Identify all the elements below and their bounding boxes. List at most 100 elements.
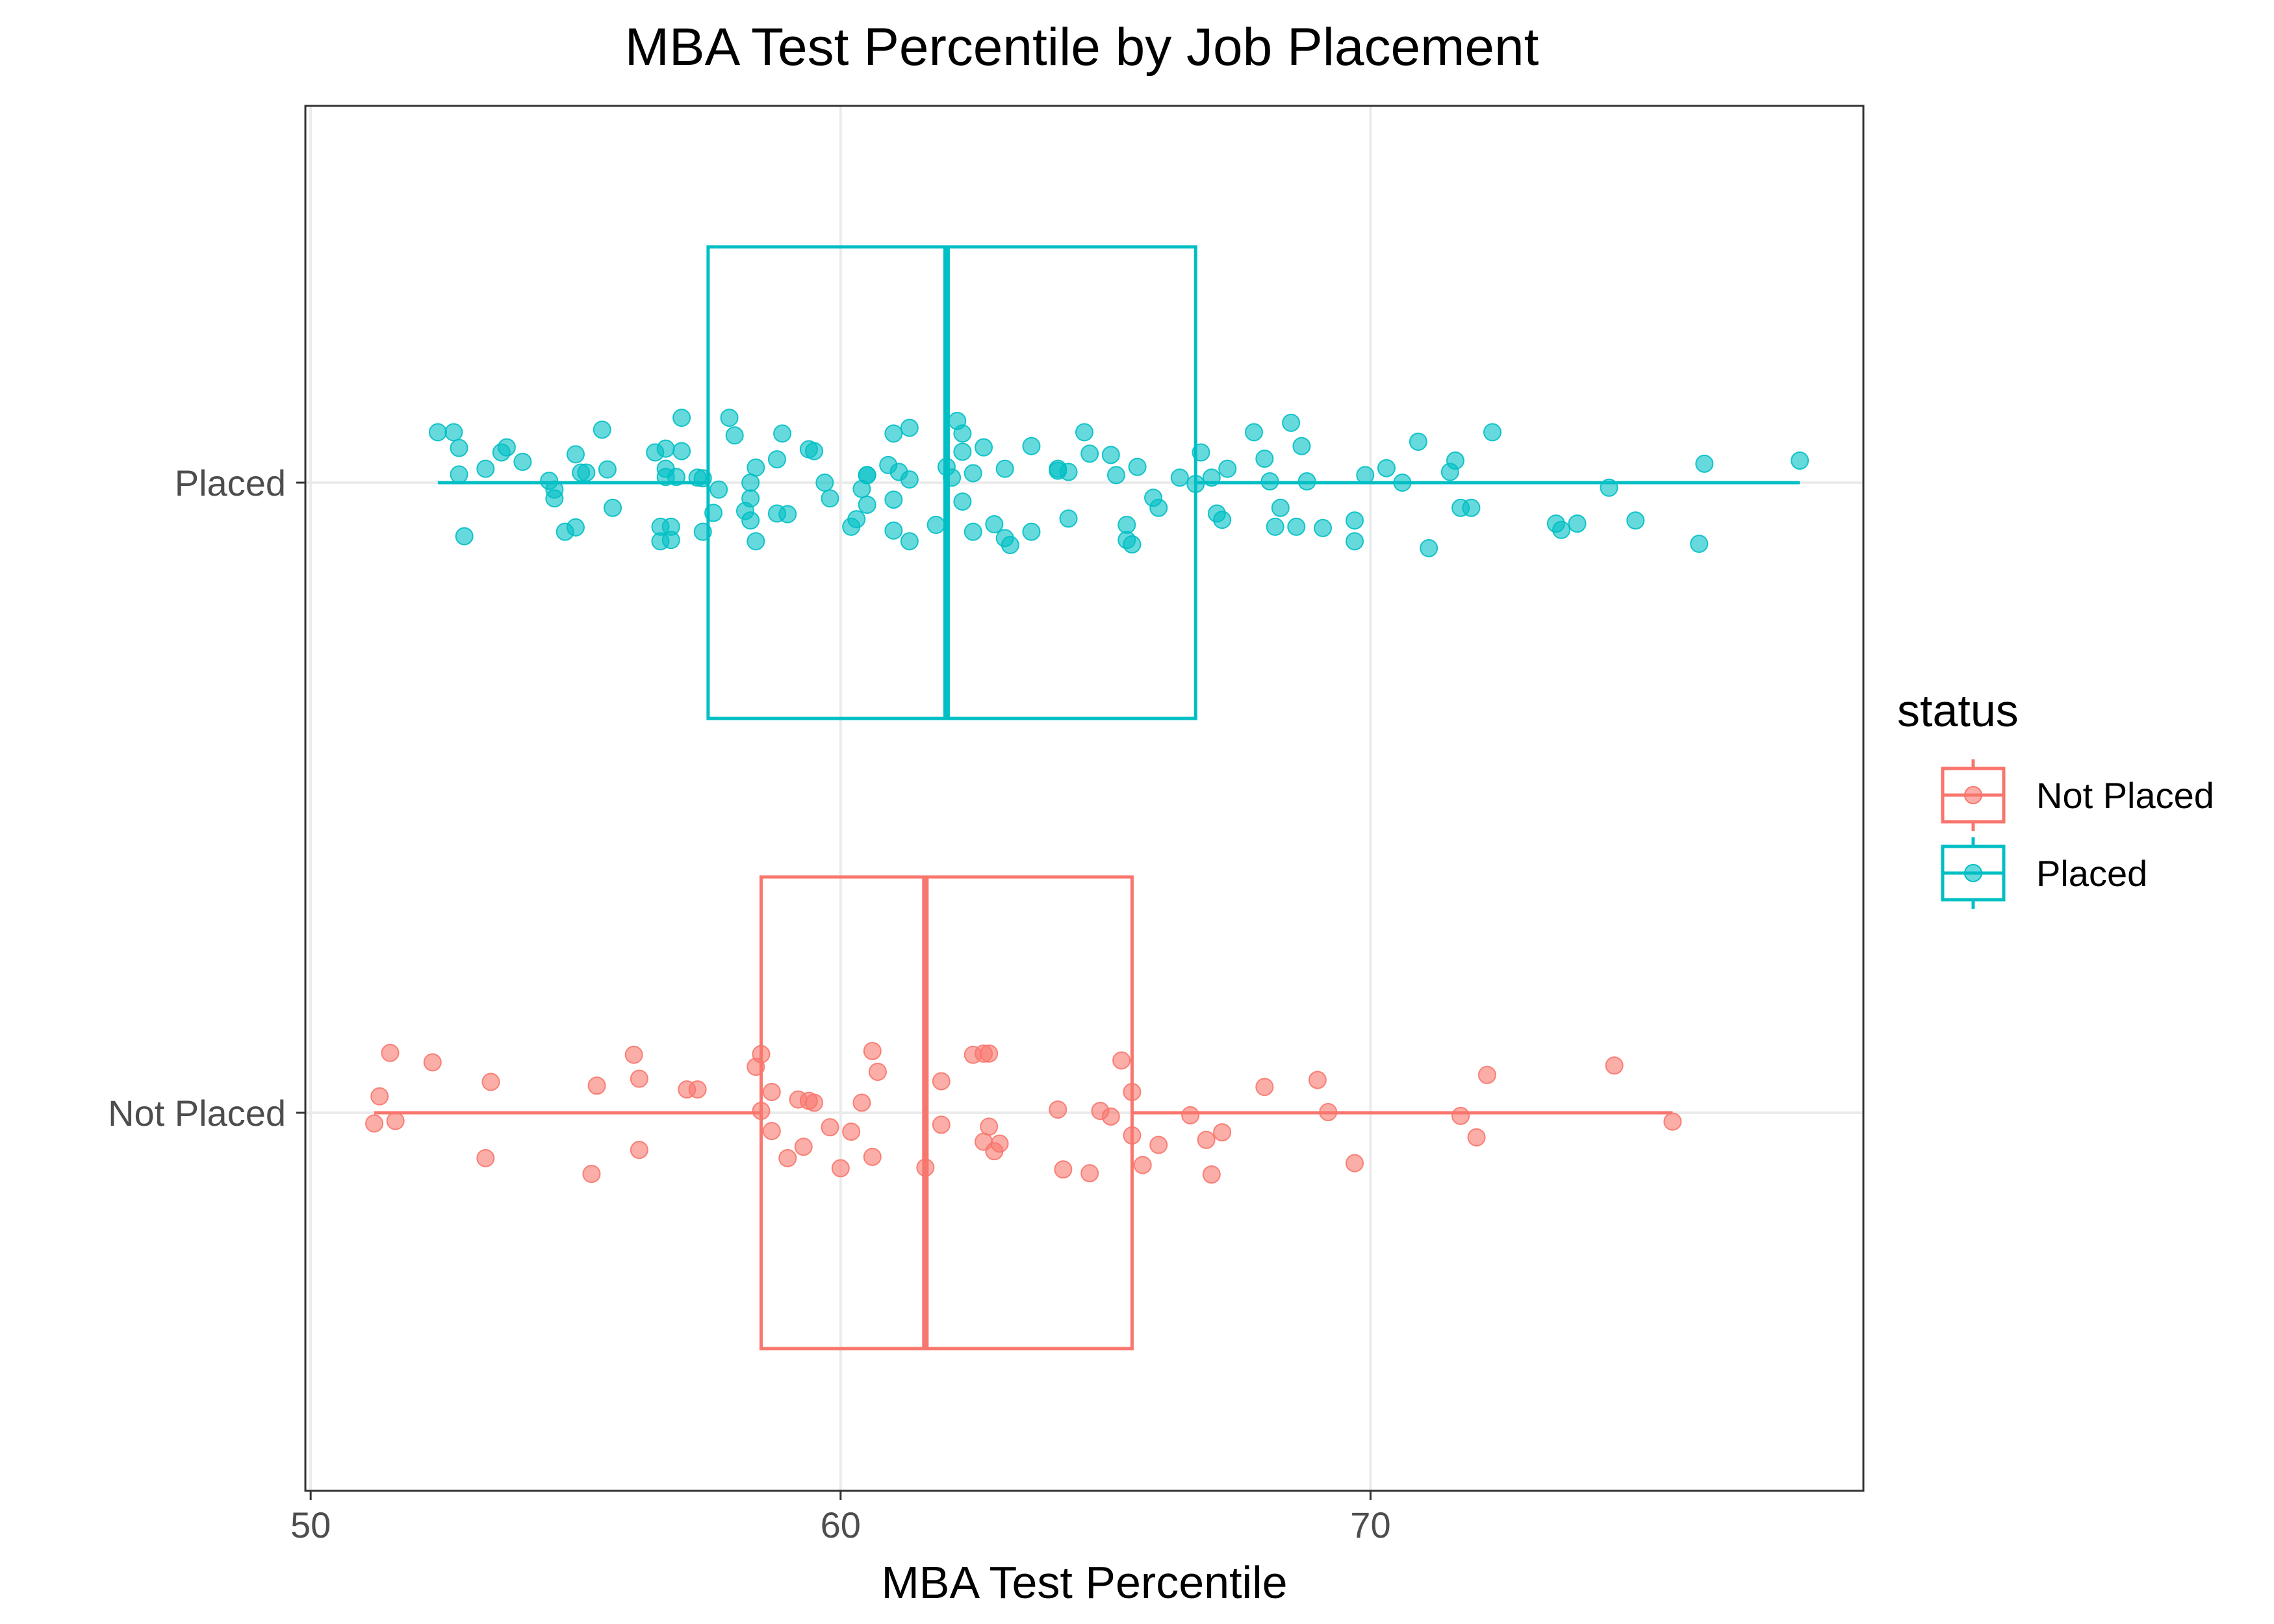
point-not-placed-11 [630,1141,648,1160]
point-placed-3 [450,465,468,484]
point-placed-89 [1106,466,1125,485]
point-placed-93 [1128,457,1147,476]
panel-border [304,105,1865,1492]
point-not-placed-4 [423,1053,442,1072]
legend-label-not-placed: Not Placed [2036,775,2214,816]
point-placed-43 [747,532,765,551]
point-placed-127 [1568,514,1587,533]
legend-entry-not-placed: Not Placed [1941,759,2214,831]
point-placed-34 [704,503,723,522]
point-not-placed-41 [1049,1100,1067,1119]
point-placed-102 [1218,459,1237,478]
point-not-placed-33 [932,1072,951,1091]
legend-point-placed [1964,864,1982,882]
point-placed-72 [953,492,972,511]
point-placed-87 [1080,444,1099,463]
point-not-placed-26 [842,1123,861,1141]
point-not-placed-1 [370,1087,389,1106]
point-not-placed-28 [863,1041,882,1060]
point-placed-40 [741,474,760,492]
point-not-placed-50 [1149,1136,1168,1154]
point-placed-73 [964,522,982,541]
point-not-placed-16 [752,1102,771,1121]
point-not-placed-6 [481,1072,500,1091]
point-placed-95 [1149,498,1168,517]
point-placed-130 [1690,535,1709,553]
point-placed-1 [444,423,463,442]
point-not-placed-40 [990,1134,1009,1153]
point-placed-19 [604,498,622,517]
point-placed-56 [858,466,876,485]
point-not-placed-52 [1197,1130,1216,1149]
point-placed-14 [566,518,585,537]
points-not-placed [365,1041,1682,1184]
point-not-placed-63 [1663,1112,1682,1131]
point-placed-101 [1213,511,1232,529]
point-placed-105 [1260,472,1279,491]
point-placed-16 [577,463,596,482]
point-not-placed-9 [624,1045,643,1064]
point-placed-106 [1266,517,1284,536]
point-not-placed-27 [852,1093,871,1112]
point-placed-2 [450,438,468,457]
point-placed-68 [943,468,962,487]
point-placed-88 [1101,446,1120,464]
point-placed-29 [672,442,691,461]
points-placed [428,409,1809,557]
point-placed-4 [455,527,474,546]
point-not-placed-58 [1345,1154,1364,1173]
x-axis-title: MBA Test Percentile [881,1557,1287,1608]
point-not-placed-46 [1112,1051,1131,1070]
point-placed-117 [1393,474,1412,492]
point-placed-33 [693,522,712,541]
point-placed-63 [900,418,919,437]
point-placed-28 [667,468,685,487]
point-not-placed-61 [1477,1065,1496,1084]
point-placed-121 [1446,451,1464,470]
point-not-placed-45 [1101,1107,1120,1126]
point-placed-107 [1271,498,1290,517]
legend-entry-placed: Placed [1941,837,2147,909]
point-not-placed-48 [1123,1126,1142,1145]
point-not-placed-32 [932,1115,951,1134]
point-placed-64 [900,470,919,489]
point-not-placed-37 [980,1044,999,1063]
point-not-placed-47 [1123,1082,1142,1101]
point-placed-109 [1287,517,1306,536]
point-not-placed-19 [778,1148,797,1167]
plot-panel [304,105,1865,1492]
point-placed-65 [900,532,919,551]
point-placed-99 [1202,468,1221,487]
x-axis: 50 60 70 [290,1491,1391,1545]
point-not-placed-30 [868,1062,887,1081]
point-not-placed-21 [794,1137,813,1156]
x-tick-label-70: 70 [1350,1504,1390,1545]
chart-title: MBA Test Percentile by Job Placement [625,18,1539,77]
point-placed-61 [884,521,903,540]
legend-point-not-placed [1964,786,1982,804]
legend: status Not Placed Placed [1897,685,2214,909]
point-placed-53 [847,510,866,529]
point-placed-30 [672,409,691,427]
x-tick-label-50: 50 [290,1504,331,1545]
point-not-placed-24 [821,1118,839,1137]
point-placed-5 [476,459,495,478]
point-placed-46 [773,424,792,443]
point-placed-124 [1483,423,1502,442]
point-not-placed-54 [1213,1123,1232,1142]
point-placed-41 [741,489,760,508]
point-placed-76 [985,515,1004,534]
point-placed-113 [1345,511,1364,530]
point-not-placed-55 [1255,1078,1274,1097]
point-placed-44 [767,450,786,469]
point-not-placed-42 [1054,1160,1073,1179]
point-placed-35 [709,480,728,499]
point-placed-77 [995,459,1014,478]
point-placed-85 [1059,509,1078,528]
point-placed-60 [884,424,903,443]
panel-background [305,106,1863,1491]
point-placed-81 [1022,522,1041,541]
point-not-placed-53 [1202,1165,1221,1184]
point-placed-116 [1377,459,1396,477]
point-placed-57 [858,495,876,514]
